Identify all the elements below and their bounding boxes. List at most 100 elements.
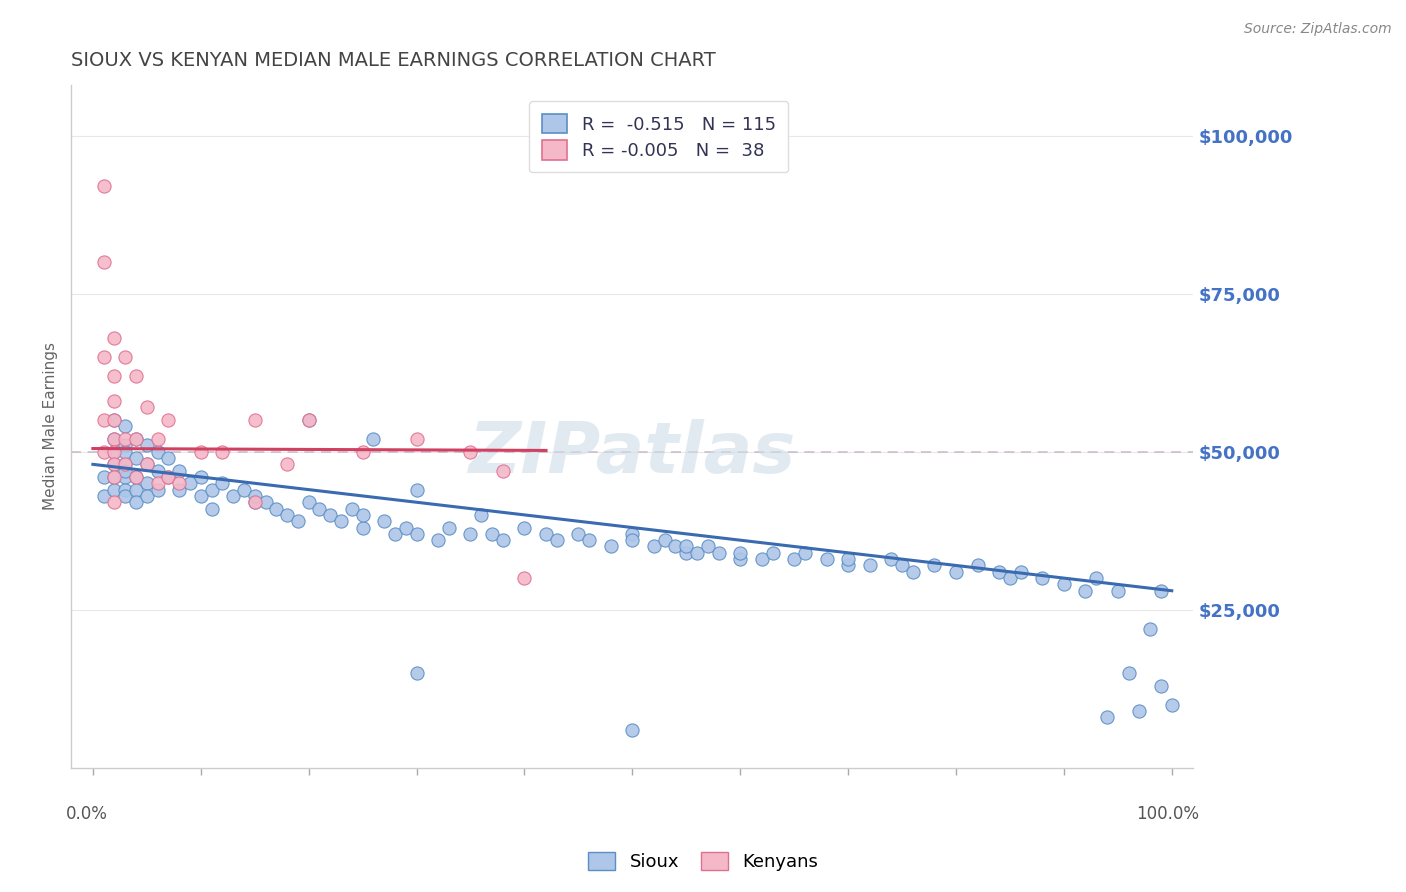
Text: 100.0%: 100.0%: [1136, 805, 1199, 823]
Point: [103, 483, 125, 497]
Point: [114, 419, 136, 434]
Point: [599, 540, 621, 554]
Point: [707, 546, 730, 560]
Point: [1150, 679, 1173, 693]
Point: [363, 432, 385, 446]
Point: [146, 464, 169, 478]
Point: [135, 458, 157, 472]
Point: [114, 350, 136, 364]
Point: [470, 508, 492, 522]
Point: [728, 546, 751, 560]
Point: [988, 565, 1011, 579]
Legend: Sioux, Kenyans: Sioux, Kenyans: [581, 845, 825, 879]
Point: [125, 368, 148, 383]
Point: [103, 413, 125, 427]
Point: [675, 540, 697, 554]
Point: [686, 546, 709, 560]
Point: [352, 520, 374, 534]
Point: [1128, 704, 1150, 718]
Point: [621, 723, 644, 737]
Point: [513, 571, 536, 585]
Point: [298, 413, 321, 427]
Point: [460, 526, 482, 541]
Point: [211, 444, 233, 458]
Point: [243, 413, 266, 427]
Point: [945, 565, 967, 579]
Point: [135, 476, 157, 491]
Point: [654, 533, 676, 548]
Point: [222, 489, 245, 503]
Point: [924, 558, 946, 573]
Point: [103, 444, 125, 458]
Point: [93, 470, 115, 484]
Point: [966, 558, 988, 573]
Point: [675, 546, 697, 560]
Point: [114, 483, 136, 497]
Point: [114, 489, 136, 503]
Point: [340, 501, 363, 516]
Point: [837, 558, 859, 573]
Y-axis label: Median Male Earnings: Median Male Earnings: [44, 343, 58, 510]
Point: [815, 552, 838, 566]
Point: [103, 432, 125, 446]
Point: [103, 331, 125, 345]
Point: [254, 495, 277, 509]
Point: [103, 444, 125, 458]
Point: [93, 413, 115, 427]
Point: [190, 489, 212, 503]
Legend: R =  -0.515   N = 115, R = -0.005   N =  38: R = -0.515 N = 115, R = -0.005 N = 38: [529, 101, 789, 172]
Point: [167, 464, 190, 478]
Point: [1095, 710, 1118, 724]
Point: [125, 470, 148, 484]
Text: Source: ZipAtlas.com: Source: ZipAtlas.com: [1244, 22, 1392, 37]
Point: [243, 495, 266, 509]
Point: [1118, 665, 1140, 680]
Point: [276, 508, 298, 522]
Point: [125, 470, 148, 484]
Point: [167, 483, 190, 497]
Point: [1139, 622, 1161, 636]
Text: ZIPatlas: ZIPatlas: [468, 419, 796, 488]
Point: [1074, 583, 1097, 598]
Point: [103, 470, 125, 484]
Point: [179, 476, 201, 491]
Point: [103, 458, 125, 472]
Point: [751, 552, 773, 566]
Point: [405, 483, 427, 497]
Point: [427, 533, 450, 548]
Point: [352, 508, 374, 522]
Point: [621, 526, 644, 541]
Point: [125, 432, 148, 446]
Point: [93, 350, 115, 364]
Point: [1010, 565, 1032, 579]
Point: [405, 526, 427, 541]
Point: [125, 432, 148, 446]
Point: [837, 552, 859, 566]
Text: SIOUX VS KENYAN MEDIAN MALE EARNINGS CORRELATION CHART: SIOUX VS KENYAN MEDIAN MALE EARNINGS COR…: [72, 51, 716, 70]
Point: [546, 533, 568, 548]
Point: [276, 458, 298, 472]
Point: [1160, 698, 1182, 712]
Point: [135, 438, 157, 452]
Point: [901, 565, 924, 579]
Point: [146, 432, 169, 446]
Point: [1085, 571, 1108, 585]
Point: [481, 526, 503, 541]
Point: [1053, 577, 1076, 591]
Point: [891, 558, 914, 573]
Point: [437, 520, 460, 534]
Point: [135, 458, 157, 472]
Point: [696, 540, 718, 554]
Text: 0.0%: 0.0%: [66, 805, 108, 823]
Point: [859, 558, 882, 573]
Point: [114, 444, 136, 458]
Point: [664, 540, 686, 554]
Point: [190, 470, 212, 484]
Point: [298, 495, 321, 509]
Point: [190, 444, 212, 458]
Point: [103, 394, 125, 409]
Point: [621, 533, 644, 548]
Point: [114, 438, 136, 452]
Point: [319, 508, 342, 522]
Point: [578, 533, 600, 548]
